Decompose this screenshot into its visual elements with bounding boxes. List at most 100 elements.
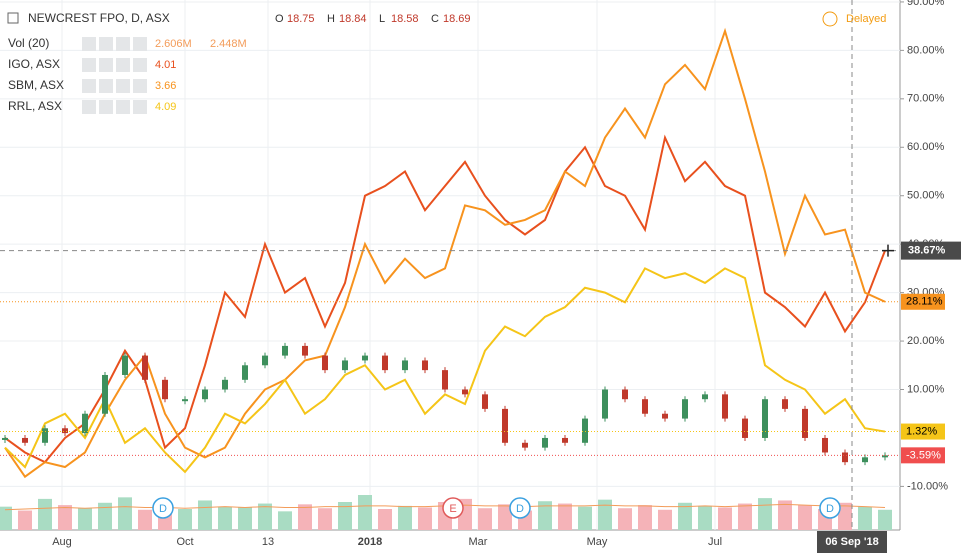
volume-bar — [358, 495, 372, 530]
study-button[interactable] — [99, 58, 113, 72]
candle-body — [22, 437, 28, 443]
study-button[interactable] — [116, 58, 130, 72]
collapse-button[interactable] — [7, 12, 19, 24]
volume-bar — [618, 508, 632, 530]
volume-bar — [98, 502, 112, 530]
ohlc-value: 18.58 — [391, 13, 419, 25]
study-button[interactable] — [82, 100, 96, 114]
volume-bar — [718, 507, 732, 530]
candle-body — [822, 437, 828, 453]
study-button[interactable] — [133, 37, 147, 51]
study-button[interactable] — [133, 58, 147, 72]
candle-body — [282, 345, 288, 356]
ohlc-key: O — [275, 13, 284, 25]
candle-body — [842, 452, 848, 463]
crosshair-x-box — [817, 531, 887, 553]
symbol-title: NEWCREST FPO, D, ASX — [28, 11, 170, 25]
volume-bar — [478, 508, 492, 530]
volume-bar — [258, 503, 272, 530]
event-marker[interactable] — [152, 497, 174, 519]
candle-body — [142, 355, 148, 380]
volume-bar — [398, 505, 412, 530]
candle-body — [642, 399, 648, 414]
volume-bar — [638, 505, 652, 530]
volume-bar — [778, 500, 792, 530]
volume-bar — [0, 506, 12, 530]
volume-bar — [598, 499, 612, 530]
x-tick-label: 2018 — [358, 536, 382, 548]
candle-body — [82, 413, 88, 434]
study-button[interactable] — [99, 37, 113, 51]
series-line — [4, 134, 886, 464]
volume-bar — [678, 502, 692, 530]
study-value: 2.448M — [210, 38, 247, 50]
y-tick-label: -10.00% — [907, 480, 948, 492]
last-value-label: 28.11% — [906, 296, 943, 308]
x-tick-label: May — [587, 536, 608, 548]
volume-bar — [318, 508, 332, 530]
volume-bar — [118, 497, 132, 530]
volume-bar — [698, 505, 712, 530]
volume-bar — [58, 505, 72, 530]
crosshair-y-box — [901, 241, 961, 260]
candle-body — [762, 399, 768, 438]
candle-body — [522, 442, 528, 448]
candle-body — [542, 437, 548, 448]
volume-bar — [858, 506, 872, 530]
study-button[interactable] — [116, 37, 130, 51]
candle-body — [262, 355, 268, 366]
study-button[interactable] — [82, 79, 96, 93]
crosshair-cursor — [882, 244, 894, 257]
study-button[interactable] — [99, 100, 113, 114]
study-button[interactable] — [133, 79, 147, 93]
candle-body — [702, 394, 708, 400]
crosshair-y-label: 38.67% — [908, 245, 946, 257]
candle-body — [182, 399, 188, 402]
volume-bar — [798, 505, 812, 530]
study-button[interactable] — [82, 58, 96, 72]
candle-body — [202, 389, 208, 400]
study-button[interactable] — [116, 100, 130, 114]
volume-bar — [198, 500, 212, 530]
study-value: 4.09 — [155, 101, 176, 113]
event-marker[interactable] — [442, 497, 464, 519]
volume-bar — [498, 504, 512, 530]
volume-bar — [338, 502, 352, 530]
y-tick-label: 50.00% — [907, 190, 945, 202]
event-marker[interactable] — [509, 497, 531, 519]
volume-bar — [78, 508, 92, 530]
volume-bar — [838, 502, 852, 530]
candle-body — [662, 413, 668, 419]
study-name: IGO, ASX — [8, 57, 60, 71]
volume-bar — [218, 506, 232, 530]
volume-bar — [538, 501, 552, 530]
candle-body — [622, 389, 628, 400]
volume-bar — [278, 511, 292, 530]
volume-bar — [758, 498, 772, 530]
volume-bar — [578, 506, 592, 530]
last-value-box — [901, 293, 945, 310]
ohlc-key: L — [379, 13, 385, 25]
event-marker[interactable] — [819, 497, 841, 519]
study-button[interactable] — [99, 79, 113, 93]
study-button[interactable] — [116, 79, 130, 93]
delayed-icon — [822, 11, 838, 27]
candle-body — [562, 437, 568, 443]
y-tick-label: 80.00% — [907, 44, 945, 56]
candle-body — [62, 428, 68, 434]
study-button[interactable] — [133, 100, 147, 114]
ohlc-value: 18.75 — [287, 13, 315, 25]
study-name: RRL, ASX — [8, 99, 62, 113]
x-tick-label: Jul — [708, 536, 722, 548]
volume-bar — [298, 504, 312, 530]
candle-body — [442, 370, 448, 390]
study-value: 2.606M — [155, 38, 192, 50]
series-line — [4, 267, 886, 474]
study-button[interactable] — [82, 37, 96, 51]
candle-body — [582, 418, 588, 443]
candle-body — [482, 394, 488, 409]
last-value-box — [901, 447, 945, 464]
candle-body — [42, 428, 48, 443]
